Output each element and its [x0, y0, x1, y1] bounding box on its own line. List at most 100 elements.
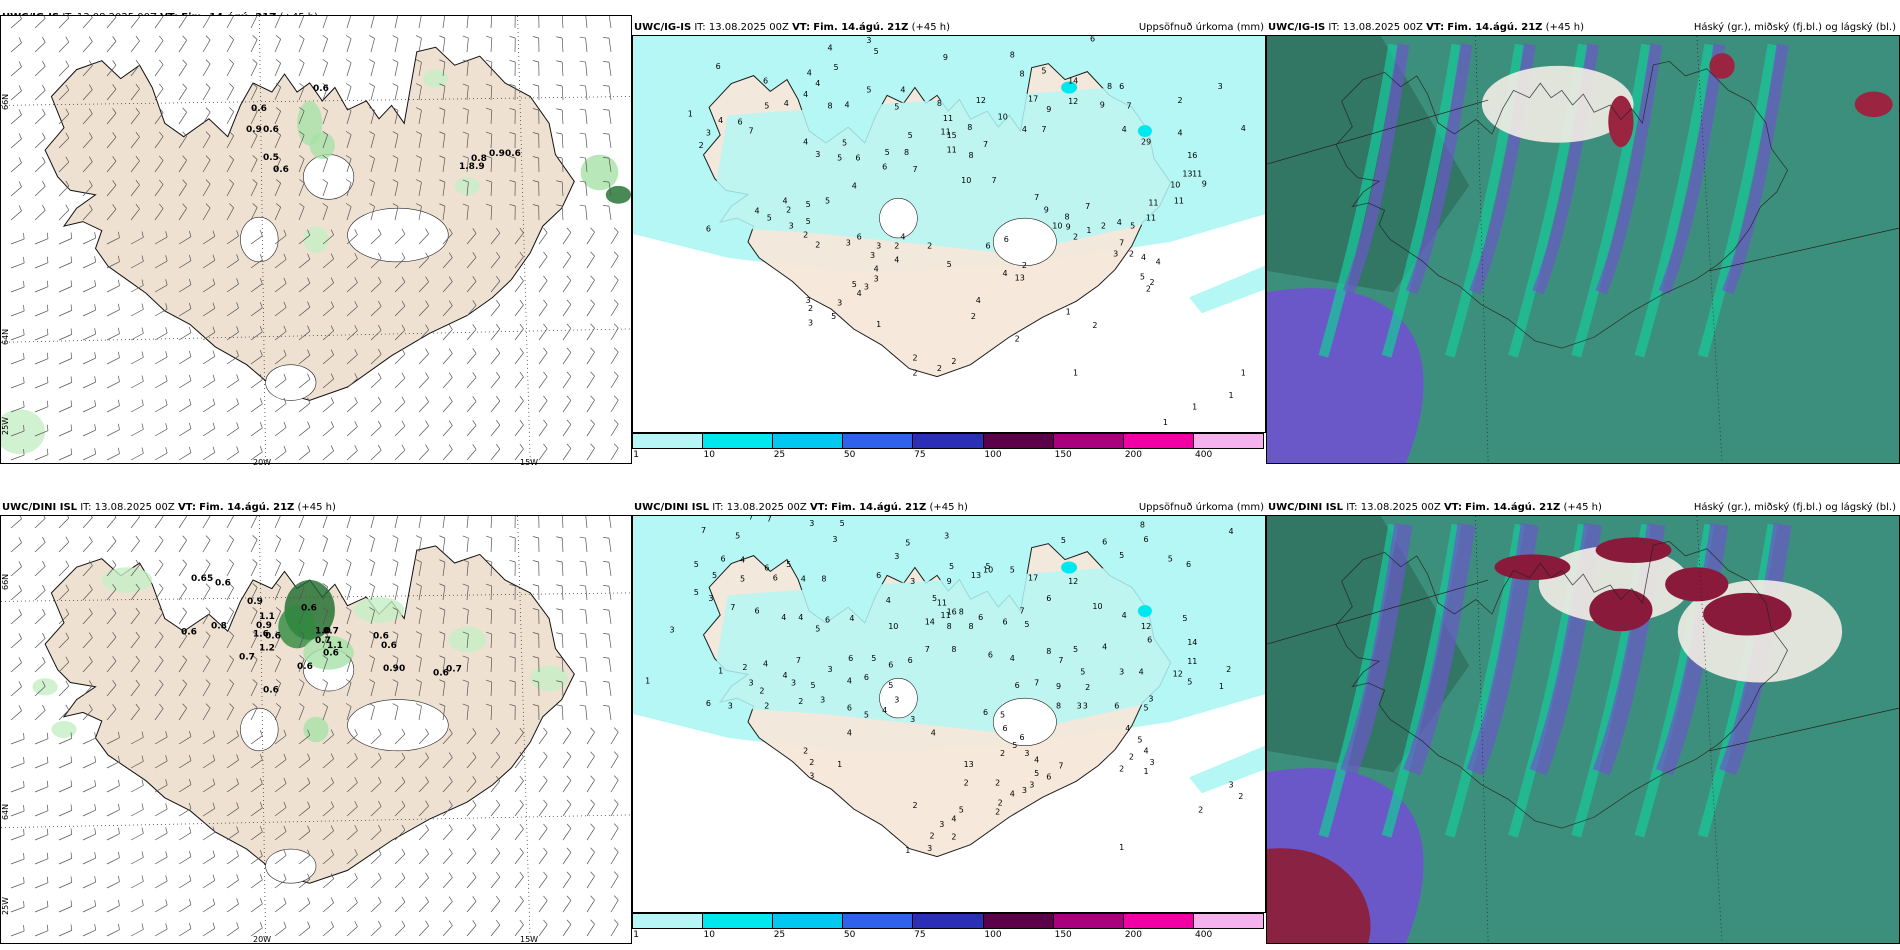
wind-barb: [298, 583, 305, 601]
wind-barb: [322, 421, 334, 437]
precip-value-label: 6: [764, 563, 769, 572]
wind-barb: [154, 279, 168, 293]
wind-barb: [154, 59, 164, 77]
wind-barb: [154, 899, 168, 913]
precip-value-label: 17: [1028, 95, 1038, 104]
wind-barb: [514, 299, 524, 317]
precip-value-label: 5: [985, 562, 990, 571]
wind-barb: [58, 632, 70, 649]
wind-barb: [610, 751, 619, 769]
wind-barb: [34, 376, 49, 389]
valid-time: Fim. 14.ágú. 21Z: [1465, 502, 1561, 513]
wind-barb: [130, 655, 140, 673]
wind-barb: [274, 631, 281, 649]
precip-value-label: 0.9: [247, 597, 263, 607]
precip-value-label: 4: [763, 659, 768, 668]
wind-barb: [202, 535, 211, 553]
wind-barb: [370, 824, 382, 841]
wind-barb: [178, 155, 187, 173]
wind-barb: [392, 607, 399, 625]
wind-barb: [58, 536, 70, 553]
wind-barb: [34, 448, 49, 461]
precip-value-label: 2: [927, 242, 932, 251]
precip-value-label: 10: [1092, 602, 1102, 611]
wind-barb: [538, 16, 540, 29]
wind-barb: [532, 560, 540, 577]
wind-barb: [202, 631, 211, 649]
precip-value-label: 9: [1044, 206, 1049, 215]
precip-value-label: 5: [1137, 735, 1142, 744]
init-time: IT: 13.08.2025 00Z: [1346, 502, 1441, 513]
wind-barb: [532, 108, 540, 125]
wind-barb: [274, 559, 281, 577]
low-cloud: [1267, 288, 1424, 463]
precip-value-label: 6: [847, 704, 852, 713]
wind-barb: [202, 754, 216, 769]
wind-barb: [250, 16, 258, 29]
wind-barb: [298, 35, 305, 53]
precip-value-label: 4: [900, 233, 905, 242]
precip-value-label: 7: [1058, 761, 1063, 770]
wind-barb: [562, 395, 572, 413]
precip-value-label: 1.1: [327, 641, 343, 651]
wind-barb: [154, 731, 168, 745]
wind-barb: [106, 755, 120, 769]
lat-label-66n: 66N: [1, 93, 10, 110]
wind-barb: [490, 348, 501, 365]
wind-barb: [82, 132, 93, 149]
wind-barb: [415, 35, 422, 53]
wind-barb: [202, 778, 216, 793]
precip-value-label: 7: [748, 516, 753, 521]
wind-barb: [346, 873, 358, 889]
wind-barb: [298, 873, 311, 889]
wind-barb: [10, 705, 22, 721]
wind-barb: [34, 232, 49, 245]
wind-barb: [250, 230, 263, 245]
wind-barb: [603, 61, 612, 77]
wind-barb: [298, 825, 311, 841]
wind-barb: [154, 559, 164, 577]
wind-barb: [130, 607, 140, 625]
wind-barb: [298, 777, 311, 793]
wind-barb: [392, 203, 399, 221]
wind-barb: [509, 535, 516, 553]
wind-barb: [82, 608, 93, 625]
wind-barb: [10, 633, 22, 649]
precip-area: [633, 516, 1265, 568]
wind-barb: [370, 848, 382, 865]
wind-barb: [415, 107, 422, 125]
precip-value-label: 0.6: [265, 631, 281, 641]
wind-barb: [346, 753, 358, 769]
wind-barb: [439, 179, 446, 197]
wind-barb: [82, 304, 97, 317]
precip-value-label: 14: [1068, 77, 1078, 86]
precip-value-label: 5: [810, 681, 815, 690]
precip-value-label: 4: [882, 706, 887, 715]
lon-label-20w: 20W: [253, 458, 272, 467]
wind-barb: [418, 800, 429, 817]
wind-barb: [442, 252, 453, 269]
precip-value-label: 3: [789, 221, 794, 230]
wind-barb: [250, 703, 258, 721]
wind-barb: [490, 228, 501, 245]
wind-barb: [106, 279, 120, 293]
wind-barb: [394, 516, 399, 529]
wind-barb: [178, 230, 192, 245]
wind-barb: [610, 919, 619, 937]
wind-barb: [486, 679, 493, 697]
wind-barb: [322, 801, 334, 817]
wind-barb: [202, 583, 211, 601]
wind-barb: [346, 397, 358, 413]
wind-barb: [274, 703, 281, 721]
wind-barb: [58, 560, 70, 577]
wind-barb: [82, 680, 93, 697]
wind-barb: [226, 230, 239, 245]
wind-barb: [345, 535, 352, 553]
wind-barb: [466, 300, 477, 317]
wind-barb: [394, 728, 406, 745]
wind-barb: [58, 584, 70, 601]
precip-value-label: 10: [1170, 181, 1180, 190]
wind-barb: [250, 254, 263, 269]
wind-barb: [298, 801, 311, 817]
